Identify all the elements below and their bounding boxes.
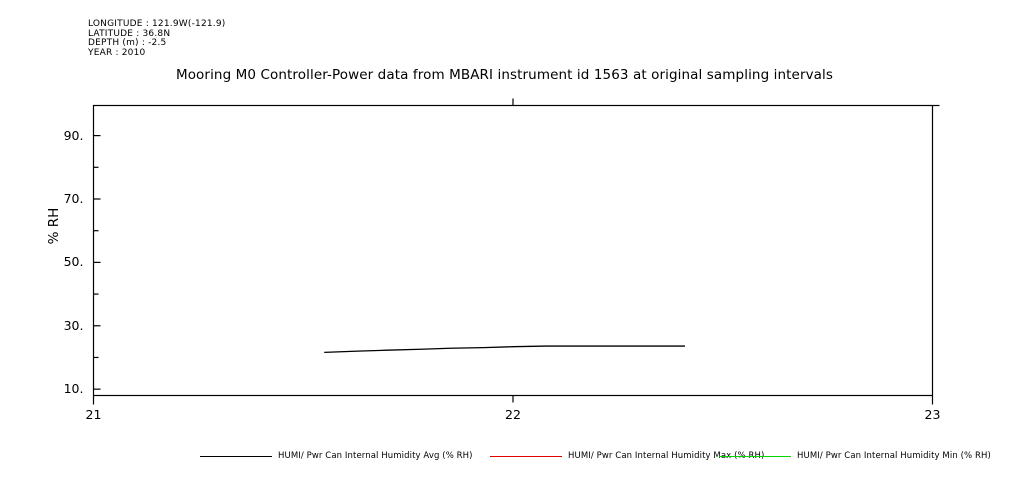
- legend-line-swatch: [719, 455, 791, 457]
- y-tick-label-70: 70.: [63, 190, 84, 206]
- metadata-latitude: LATITUDE : 36.8N: [88, 28, 171, 39]
- metadata-depth: DEPTH (m) : -2.5: [88, 38, 167, 49]
- legend-label: HUMI/ Pwr Can Internal Humidity Max (% R…: [568, 451, 765, 461]
- legend-entry-1[interactable]: HUMI/ Pwr Can Internal Humidity Max (% R…: [490, 446, 764, 466]
- metadata-block: LONGITUDE : 121.9W(-121.9) LATITUDE : 36…: [88, 19, 226, 58]
- legend: HUMI/ Pwr Can Internal Humidity Avg (% R…: [0, 446, 1009, 468]
- legend-entry-2[interactable]: HUMI/ Pwr Can Internal Humidity Min (% R…: [719, 446, 991, 466]
- data-series-0: [324, 345, 685, 354]
- x-tick-label-21: 21: [85, 406, 102, 422]
- x-tick-label-22: 22: [505, 406, 521, 422]
- y-tick-label-10: 10.: [63, 381, 84, 397]
- x-tick-label-23: 23: [924, 406, 941, 422]
- legend-label: HUMI/ Pwr Can Internal Humidity Min (% R…: [797, 451, 991, 461]
- legend-line-swatch: [200, 455, 272, 457]
- metadata-year: YEAR : 2010: [88, 47, 146, 58]
- legend-entry-0[interactable]: HUMI/ Pwr Can Internal Humidity Avg (% R…: [200, 446, 473, 466]
- plot-frame-rect: [92, 104, 934, 397]
- y-tick-label-30: 30.: [63, 317, 84, 333]
- axis-ticks: [92, 98, 940, 405]
- legend-label: HUMI/ Pwr Can Internal Humidity Avg (% R…: [278, 451, 473, 461]
- legend-line-swatch: [490, 455, 562, 457]
- y-tick-label-50: 50.: [63, 254, 84, 270]
- chart-title: Mooring M0 Controller-Power data from MB…: [175, 67, 834, 83]
- data-series-group: [324, 345, 685, 354]
- plot-frame: [92, 104, 934, 397]
- y-tick-label-90: 90.: [63, 127, 84, 143]
- metadata-longitude: LONGITUDE : 121.9W(-121.9): [88, 19, 226, 29]
